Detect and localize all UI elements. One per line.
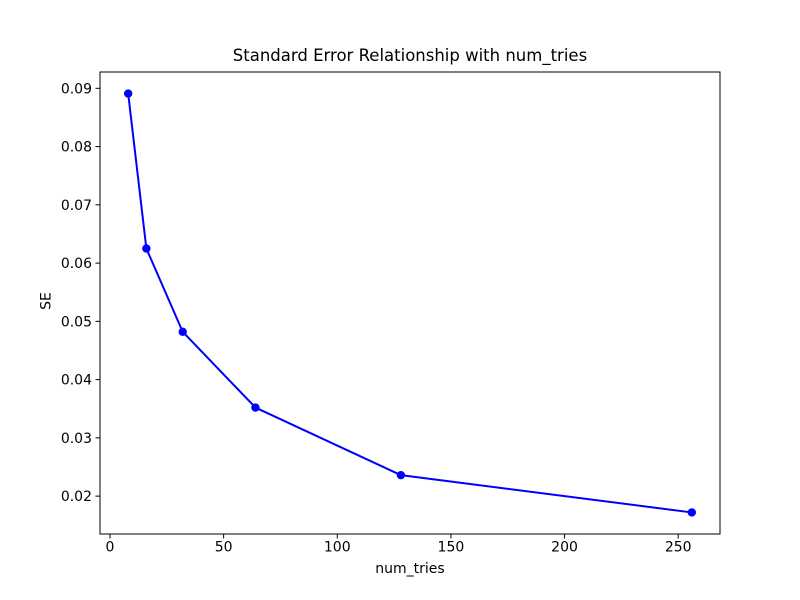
data-point xyxy=(123,89,133,98)
data-point xyxy=(142,244,151,253)
data-point xyxy=(178,327,187,337)
y-tick-label: 0.02 xyxy=(61,489,92,505)
y-tick-label: 0.07 xyxy=(61,198,92,214)
y-tick-label: 0.06 xyxy=(61,256,92,272)
axes-spines xyxy=(99,71,721,535)
data-point xyxy=(396,470,406,480)
x-tick-label: 100 xyxy=(324,540,351,556)
y-tick-label: 0.05 xyxy=(61,314,92,330)
y-tick-label: 0.08 xyxy=(61,140,92,156)
y-axis-label: SE xyxy=(38,292,55,310)
se-line xyxy=(127,92,693,514)
y-tick-label: 0.03 xyxy=(61,431,92,447)
x-tick-label: 200 xyxy=(551,540,578,556)
x-tick-label: 0 xyxy=(106,540,115,556)
chart-title: Standard Error Relationship with num_tri… xyxy=(232,46,588,65)
data-point xyxy=(251,403,260,412)
x-tick-label: 50 xyxy=(215,540,233,556)
data-point xyxy=(687,508,697,517)
y-tick-label: 0.04 xyxy=(61,373,92,389)
x-tick-label: 250 xyxy=(665,540,692,556)
x-axis-label: num_tries xyxy=(375,561,445,577)
x-tick-label: 150 xyxy=(438,540,465,556)
y-tick-label: 0.09 xyxy=(61,81,92,97)
